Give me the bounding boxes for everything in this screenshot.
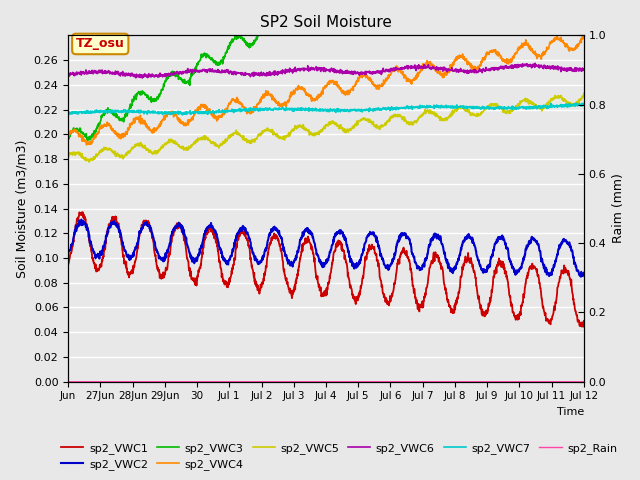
sp2_VWC7 — [579, 100, 586, 106]
sp2_VWC2 — [64, 251, 72, 256]
sp2_VWC5 — [64, 152, 72, 158]
sp2_Rain — [298, 379, 305, 384]
sp2_VWC6 — [157, 72, 164, 77]
sp2_VWC5 — [74, 150, 82, 156]
sp2_VWC4 — [547, 40, 555, 46]
sp2_VWC3 — [157, 91, 164, 96]
sp2_VWC4 — [580, 33, 588, 39]
sp2_Rain — [580, 379, 588, 384]
Y-axis label: Raim (mm): Raim (mm) — [612, 174, 625, 243]
sp2_VWC1 — [74, 216, 82, 222]
sp2_Rain — [328, 379, 336, 384]
sp2_VWC6 — [328, 68, 336, 74]
sp2_VWC4 — [83, 142, 90, 148]
sp2_VWC7 — [328, 108, 336, 113]
sp2_VWC7 — [179, 112, 186, 118]
sp2_VWC4 — [298, 84, 305, 89]
sp2_VWC1 — [298, 249, 305, 255]
sp2_VWC5 — [420, 109, 428, 115]
sp2_VWC2 — [77, 216, 85, 222]
sp2_VWC6 — [64, 73, 72, 79]
sp2_VWC4 — [420, 65, 428, 71]
sp2_Rain — [74, 379, 82, 384]
sp2_VWC5 — [298, 123, 305, 129]
Line: sp2_VWC4: sp2_VWC4 — [68, 36, 584, 145]
sp2_VWC2 — [157, 255, 164, 261]
sp2_VWC6 — [298, 66, 305, 72]
sp2_VWC2 — [298, 235, 305, 241]
sp2_VWC6 — [531, 60, 539, 66]
sp2_Rain — [157, 379, 164, 384]
Line: sp2_VWC5: sp2_VWC5 — [68, 94, 584, 162]
Line: sp2_VWC2: sp2_VWC2 — [68, 219, 584, 277]
Title: SP2 Soil Moisture: SP2 Soil Moisture — [260, 15, 392, 30]
sp2_VWC6 — [74, 71, 82, 76]
sp2_VWC2 — [580, 270, 588, 276]
sp2_VWC3 — [64, 134, 72, 140]
sp2_VWC2 — [328, 242, 336, 248]
sp2_VWC7 — [64, 110, 72, 116]
sp2_Rain — [420, 379, 428, 384]
sp2_VWC2 — [577, 274, 585, 280]
sp2_VWC5 — [157, 145, 164, 151]
sp2_VWC5 — [328, 120, 336, 126]
sp2_Rain — [64, 379, 72, 384]
sp2_VWC1 — [157, 271, 164, 277]
sp2_VWC7 — [74, 109, 82, 115]
sp2_VWC2 — [547, 271, 555, 277]
sp2_VWC4 — [157, 119, 164, 124]
sp2_VWC3 — [84, 137, 92, 143]
sp2_VWC6 — [580, 67, 588, 73]
sp2_VWC1 — [579, 324, 587, 330]
sp2_VWC6 — [138, 75, 146, 81]
sp2_VWC5 — [580, 91, 588, 96]
sp2_VWC7 — [157, 109, 164, 115]
sp2_VWC7 — [547, 104, 555, 110]
sp2_VWC4 — [328, 78, 336, 84]
sp2_VWC1 — [79, 209, 86, 215]
sp2_VWC1 — [64, 262, 72, 268]
sp2_VWC6 — [420, 64, 428, 70]
sp2_VWC2 — [420, 261, 428, 266]
sp2_VWC5 — [85, 159, 93, 165]
sp2_VWC4 — [74, 130, 82, 135]
Text: TZ_osu: TZ_osu — [76, 37, 125, 50]
sp2_VWC4 — [580, 34, 588, 40]
sp2_VWC7 — [580, 101, 588, 107]
sp2_VWC5 — [547, 96, 555, 102]
X-axis label: Time: Time — [557, 407, 584, 417]
sp2_VWC6 — [547, 64, 555, 70]
Y-axis label: Soil Moisture (m3/m3): Soil Moisture (m3/m3) — [15, 139, 28, 278]
Line: sp2_VWC1: sp2_VWC1 — [68, 212, 584, 327]
Line: sp2_VWC7: sp2_VWC7 — [68, 103, 584, 115]
Line: sp2_VWC6: sp2_VWC6 — [68, 63, 584, 78]
sp2_VWC1 — [580, 318, 588, 324]
sp2_VWC1 — [328, 261, 336, 267]
sp2_VWC4 — [64, 133, 72, 139]
sp2_VWC7 — [420, 104, 428, 109]
sp2_Rain — [547, 379, 554, 384]
Legend: sp2_VWC1, sp2_VWC2, sp2_VWC3, sp2_VWC4, sp2_VWC5, sp2_VWC6, sp2_VWC7, sp2_Rain: sp2_VWC1, sp2_VWC2, sp2_VWC3, sp2_VWC4, … — [57, 438, 621, 474]
sp2_VWC7 — [298, 106, 305, 111]
sp2_VWC1 — [420, 298, 428, 304]
Line: sp2_VWC3: sp2_VWC3 — [68, 0, 584, 140]
sp2_VWC3 — [298, 0, 305, 4]
sp2_VWC2 — [74, 222, 82, 228]
sp2_VWC1 — [547, 316, 555, 322]
sp2_VWC3 — [74, 127, 82, 132]
